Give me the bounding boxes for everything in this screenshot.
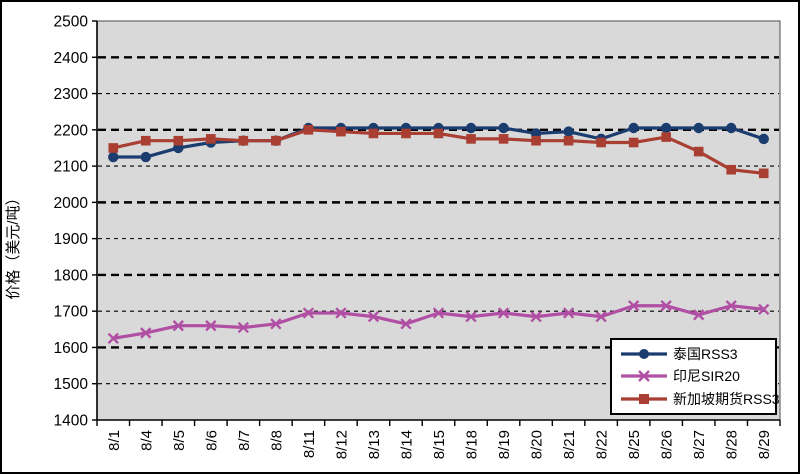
x-tick-label: 8/7 xyxy=(236,430,253,451)
data-point-circle xyxy=(660,122,672,134)
y-tick-label: 1900 xyxy=(54,231,89,248)
data-point-x xyxy=(237,321,250,334)
data-point-square xyxy=(758,168,769,179)
data-point-circle xyxy=(758,133,769,145)
x-tick-label: 8/29 xyxy=(756,430,773,459)
legend-item-thailand-rss3: 泰国RSS3 xyxy=(620,344,770,364)
x-tick-label: 8/5 xyxy=(171,430,188,451)
data-point-square xyxy=(563,135,574,146)
data-point-square xyxy=(173,135,184,146)
data-point-circle xyxy=(140,151,151,163)
x-tick-label: 8/27 xyxy=(691,430,708,459)
x-tick-label: 8/6 xyxy=(203,430,220,451)
data-point-circle xyxy=(628,122,639,134)
data-point-square xyxy=(628,137,639,148)
data-point-x xyxy=(660,300,672,312)
legend: 泰国RSS3 印尼SIR20 新加坡期货RSS3 xyxy=(610,338,780,415)
data-point-circle xyxy=(693,122,704,134)
data-point-x xyxy=(758,303,770,316)
data-point-x xyxy=(530,310,542,323)
data-point-square xyxy=(238,135,249,146)
x-tick-label: 8/18 xyxy=(464,430,481,459)
x-tick-label: 8/20 xyxy=(529,430,546,459)
data-point-x xyxy=(595,310,607,323)
y-tick-label: 2300 xyxy=(54,86,89,103)
data-point-square xyxy=(596,137,606,148)
data-point-square xyxy=(726,164,737,175)
data-point-x xyxy=(270,318,282,330)
data-point-x xyxy=(367,310,380,323)
data-point-square xyxy=(498,134,509,144)
legend-label-thailand-rss3: 泰国RSS3 xyxy=(673,346,738,363)
data-point-square xyxy=(368,128,379,139)
data-point-square xyxy=(433,128,444,139)
data-point-x xyxy=(497,307,510,319)
data-point-square xyxy=(661,132,671,142)
y-tick-label: 1500 xyxy=(54,376,89,393)
y-tick-label: 2500 xyxy=(54,14,89,31)
legend-line-square-sample xyxy=(621,393,667,404)
x-tick-label: 8/13 xyxy=(366,430,383,459)
data-point-circle xyxy=(726,122,737,134)
data-point-x xyxy=(172,320,184,332)
y-tick-label: 2000 xyxy=(54,195,89,212)
y-axis-title: 价格（美元/吨） xyxy=(5,190,22,299)
legend-line-x-sample xyxy=(621,370,667,383)
data-point-x xyxy=(107,332,119,345)
x-tick-label: 8/14 xyxy=(398,430,415,459)
data-point-square xyxy=(466,134,476,144)
data-point-square xyxy=(303,125,314,135)
x-tick-label: 8/28 xyxy=(724,430,741,459)
x-tick-label: 8/25 xyxy=(626,430,643,459)
x-tick-label: 8/15 xyxy=(431,430,448,459)
data-point-x xyxy=(627,300,640,312)
data-point-x xyxy=(335,307,347,319)
y-tick-label: 1800 xyxy=(54,267,89,284)
data-point-x xyxy=(400,318,412,330)
data-point-square xyxy=(531,135,541,146)
data-point-square xyxy=(336,126,346,137)
y-tick-label: 1600 xyxy=(54,340,89,357)
data-point-square xyxy=(206,134,216,144)
data-point-circle xyxy=(465,122,477,134)
y-tick-label: 2400 xyxy=(54,50,89,67)
data-point-x xyxy=(693,309,705,321)
x-tick-label: 8/4 xyxy=(138,430,155,451)
y-tick-label: 1400 xyxy=(54,413,89,430)
x-tick-label: 8/11 xyxy=(301,430,318,458)
legend-item-singapore-futures-rss3: 新加坡期货RSS3 xyxy=(620,389,780,409)
data-point-x xyxy=(205,320,217,332)
x-tick-label: 8/1 xyxy=(106,430,123,451)
y-tick-label: 2100 xyxy=(54,159,89,176)
legend-item-indonesia-sir20: 印尼SIR20 xyxy=(620,366,770,386)
data-point-square xyxy=(108,143,119,153)
data-point-square xyxy=(140,135,151,146)
legend-label-singapore-futures-rss3: 新加坡期货RSS3 xyxy=(673,390,780,407)
data-point-x xyxy=(725,300,737,312)
data-point-circle xyxy=(498,122,509,134)
data-point-circle xyxy=(108,151,119,163)
data-point-square xyxy=(693,146,704,157)
data-point-x xyxy=(465,310,477,323)
data-point-square xyxy=(271,135,281,146)
data-point-square xyxy=(401,128,411,139)
x-tick-label: 8/22 xyxy=(594,430,611,459)
y-tick-label: 2200 xyxy=(54,122,89,139)
data-point-circle xyxy=(563,126,574,137)
x-tick-label: 8/21 xyxy=(561,430,578,459)
data-point-x xyxy=(302,307,315,319)
x-tick-label: 8/26 xyxy=(659,430,676,459)
legend-label-indonesia-sir20: 印尼SIR20 xyxy=(673,368,740,385)
data-point-x xyxy=(562,307,575,319)
x-tick-label: 8/12 xyxy=(333,430,350,459)
legend-line-circle-sample xyxy=(621,349,667,360)
x-tick-label: 8/8 xyxy=(268,430,285,451)
x-tick-label: 8/19 xyxy=(496,430,513,459)
data-point-x xyxy=(140,327,152,339)
data-point-x xyxy=(432,307,445,319)
y-tick-label: 1700 xyxy=(54,304,89,321)
